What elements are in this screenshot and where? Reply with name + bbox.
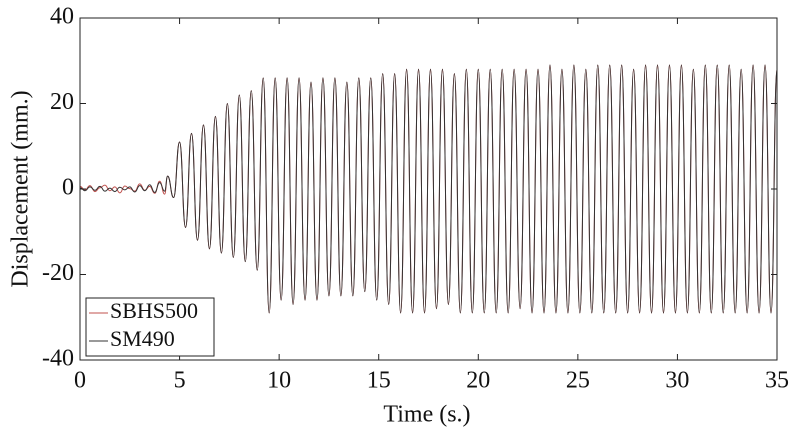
x-axis-label: Time (s.) — [383, 402, 470, 428]
y-tick-label: 40 — [50, 4, 74, 30]
x-tick-label: 25 — [566, 368, 590, 394]
x-tick-label: 35 — [765, 368, 789, 394]
legend-label: SM490 — [110, 326, 175, 351]
legend-label: SBHS500 — [110, 298, 198, 323]
y-axis-label: Displacement (mm.) — [8, 90, 34, 287]
x-tick-label: 20 — [466, 368, 490, 394]
x-tick-label: 5 — [174, 368, 186, 394]
x-tick-label: 30 — [665, 368, 689, 394]
y-tick-label: -20 — [42, 260, 74, 286]
series-line — [79, 64, 778, 314]
x-tick-label: 10 — [267, 368, 291, 394]
x-tick-label: 0 — [74, 368, 86, 394]
x-tick-label: 15 — [367, 368, 391, 394]
y-tick-label: 20 — [50, 89, 74, 115]
y-tick-label: 0 — [62, 175, 74, 201]
y-tick-label: -40 — [42, 346, 74, 372]
legend-box — [85, 297, 215, 357]
